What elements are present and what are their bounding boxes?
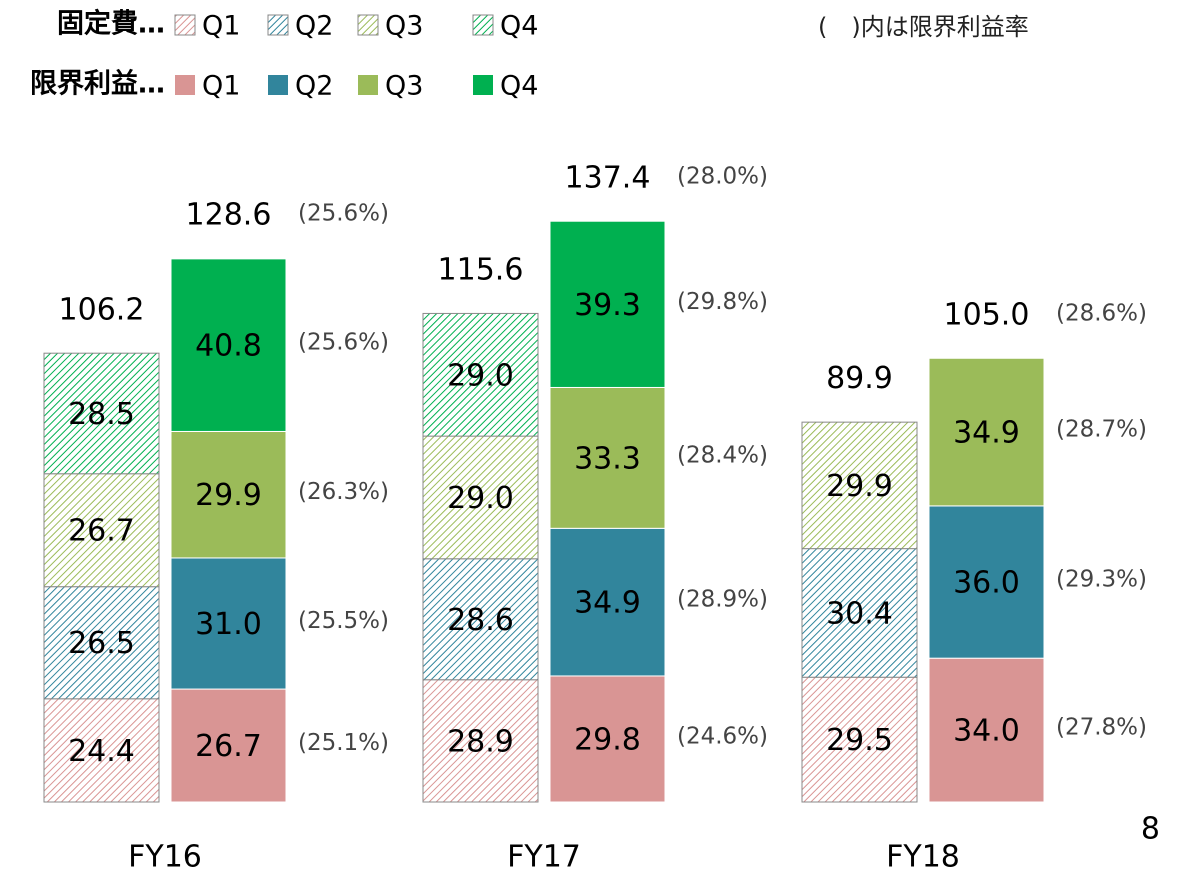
value-label: 39.3 — [574, 288, 641, 323]
legend-label: Q3 — [385, 71, 423, 102]
value-label: 30.4 — [826, 596, 893, 631]
legend-swatch — [472, 14, 494, 36]
bar-segment — [549, 527, 666, 677]
bar-segment — [43, 352, 160, 475]
total-rate-label: (28.6%) — [1056, 300, 1147, 326]
value-label: 34.0 — [953, 714, 1020, 749]
legend-swatch — [268, 75, 288, 95]
value-label: 29.8 — [574, 722, 641, 757]
total-label: 106.2 — [59, 292, 145, 327]
legend-label: Q4 — [500, 11, 538, 42]
bar-segment — [928, 505, 1045, 659]
value-label: 29.9 — [826, 469, 893, 504]
value-label: 34.9 — [574, 586, 641, 621]
total-rate-label: (28.0%) — [677, 163, 768, 189]
rate-label: (25.5%) — [298, 608, 389, 634]
bar-segment — [422, 435, 539, 560]
bar-segment — [801, 548, 918, 678]
legend-label: Q2 — [295, 11, 333, 42]
value-label: 33.3 — [574, 441, 641, 476]
legend-label: Q4 — [500, 71, 538, 102]
rate-label: (25.1%) — [298, 730, 389, 756]
legend-label: Q3 — [385, 11, 423, 42]
value-label: 29.0 — [447, 481, 514, 516]
value-label: 29.9 — [195, 478, 262, 513]
value-label: 31.0 — [195, 607, 262, 642]
value-label: 40.8 — [195, 329, 262, 364]
category-label: FY16 — [128, 840, 202, 869]
annotation: ( )内は限界利益率 — [818, 13, 1029, 41]
bar-segment — [422, 679, 539, 803]
total-label: 89.9 — [826, 361, 893, 396]
value-label: 28.6 — [447, 603, 514, 638]
rate-label: (28.9%) — [677, 587, 768, 613]
bar-segment — [928, 657, 1045, 803]
rate-label: (28.7%) — [1056, 417, 1147, 443]
rate-label: (24.6%) — [677, 723, 768, 749]
bar-segment — [43, 586, 160, 700]
total-label: 105.0 — [944, 297, 1030, 332]
value-label: 29.5 — [826, 723, 893, 758]
value-label: 36.0 — [953, 566, 1020, 601]
bar-segment — [422, 558, 539, 681]
bar-segment — [43, 698, 160, 803]
bar-segment — [170, 258, 287, 432]
total-rate-label: (25.6%) — [298, 201, 389, 227]
bar-segment — [801, 421, 918, 550]
legend-label: Q1 — [202, 11, 240, 42]
value-label: 24.4 — [68, 734, 135, 769]
legend-group: 固定費… — [57, 8, 165, 40]
legend-swatch — [174, 14, 196, 36]
legend-swatch — [357, 14, 379, 36]
rate-label: (29.8%) — [677, 289, 768, 315]
legend-group: 限界利益… — [30, 69, 165, 100]
bar-segment — [549, 386, 666, 529]
category-label: FY18 — [886, 840, 960, 869]
value-label: 26.7 — [195, 729, 262, 764]
value-label: 28.9 — [447, 724, 514, 759]
bar-segment — [422, 312, 539, 437]
value-label: 28.5 — [68, 397, 135, 432]
legend-swatch — [175, 75, 195, 95]
value-label: 34.9 — [953, 416, 1020, 451]
page-number: 8 — [1141, 812, 1160, 847]
value-label: 26.5 — [68, 626, 135, 661]
legend-swatch — [267, 14, 289, 36]
rate-label: (26.3%) — [298, 479, 389, 505]
total-label: 128.6 — [186, 198, 272, 233]
legend-label: Q2 — [295, 71, 333, 102]
total-label: 115.6 — [438, 253, 524, 288]
legend-swatch — [473, 75, 493, 95]
legend-label: Q1 — [202, 71, 240, 102]
bar-segment — [549, 675, 666, 803]
bar-segment — [928, 357, 1045, 507]
bar-segment — [170, 557, 287, 690]
total-label: 137.4 — [565, 160, 651, 195]
legend-swatch — [358, 75, 378, 95]
rate-label: (28.4%) — [677, 442, 768, 468]
bar-segment — [549, 220, 666, 388]
rate-label: (25.6%) — [298, 330, 389, 356]
value-label: 29.0 — [447, 358, 514, 393]
rate-label: (27.8%) — [1056, 715, 1147, 741]
category-label: FY17 — [507, 840, 581, 869]
bar-segment — [170, 688, 287, 803]
bar-segment — [801, 676, 918, 803]
value-label: 26.7 — [68, 514, 135, 549]
rate-label: (29.3%) — [1056, 567, 1147, 593]
